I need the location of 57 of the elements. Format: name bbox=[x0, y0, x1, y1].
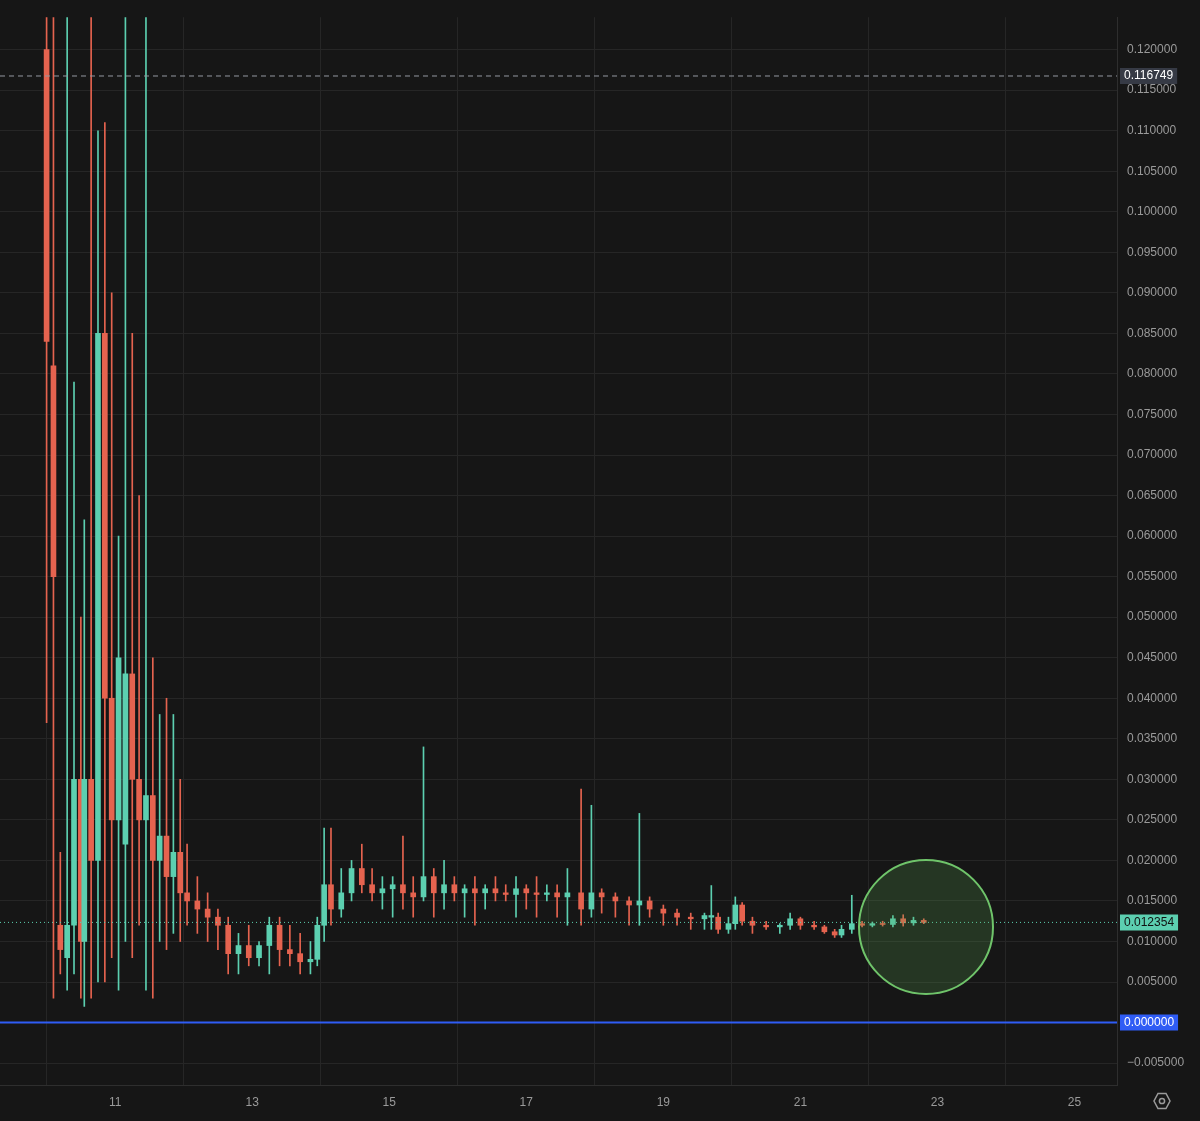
y-tick-label: 0.015000 bbox=[1127, 893, 1178, 908]
y-tick-label: 0.055000 bbox=[1127, 568, 1178, 583]
y-tick-label: 0.020000 bbox=[1127, 852, 1178, 867]
y-tick-label: 0.040000 bbox=[1127, 690, 1178, 705]
y-tick-label: 0.120000 bbox=[1127, 41, 1178, 56]
candlestick bbox=[472, 876, 478, 926]
x-tick-label: 19 bbox=[656, 1094, 671, 1109]
y-tick-label: 0.060000 bbox=[1127, 528, 1178, 543]
y-tick-label: 0.075000 bbox=[1127, 406, 1178, 421]
x-tick-label: 17 bbox=[519, 1094, 534, 1109]
candlestick bbox=[441, 860, 447, 910]
ref-line-label: 0.000000 bbox=[1124, 1014, 1175, 1029]
ref-line-label: 0.012354 bbox=[1124, 914, 1175, 929]
y-tick-label: 0.110000 bbox=[1127, 123, 1177, 138]
y-tick-label: 0.045000 bbox=[1127, 650, 1178, 665]
candlestick bbox=[177, 779, 184, 942]
y-tick-label: 0.010000 bbox=[1127, 933, 1178, 948]
y-tick-label: 0.070000 bbox=[1127, 447, 1178, 462]
x-tick-label: 13 bbox=[245, 1094, 260, 1109]
candlestick bbox=[687, 912, 694, 930]
y-tick-label: 0.065000 bbox=[1127, 487, 1178, 502]
y-tick-label: 0.035000 bbox=[1127, 731, 1178, 746]
y-tick-label: 0.050000 bbox=[1127, 609, 1178, 624]
x-tick-label: 15 bbox=[382, 1094, 397, 1109]
x-tick-label: 11 bbox=[108, 1094, 122, 1109]
y-tick-label: −0.005000 bbox=[1127, 1055, 1185, 1070]
x-tick-label: 25 bbox=[1067, 1094, 1082, 1109]
candlestick bbox=[502, 884, 509, 902]
y-tick-label: 0.115000 bbox=[1127, 82, 1177, 97]
y-tick-label: 0.005000 bbox=[1127, 974, 1178, 989]
y-tick-label: 0.105000 bbox=[1127, 163, 1178, 178]
candlestick bbox=[482, 884, 489, 910]
y-tick-label: 0.085000 bbox=[1127, 325, 1178, 340]
candlestick bbox=[184, 843, 190, 926]
candlestick bbox=[328, 827, 334, 926]
ref-line-label: 0.116749 bbox=[1124, 68, 1174, 83]
candlestick bbox=[400, 835, 406, 910]
candlestick bbox=[215, 908, 221, 950]
candlestick bbox=[149, 657, 156, 999]
candlestick bbox=[88, 17, 94, 999]
candlestick bbox=[57, 851, 64, 975]
candlestick bbox=[287, 924, 293, 967]
candlestick bbox=[544, 884, 550, 902]
y-tick-label: 0.025000 bbox=[1127, 812, 1178, 827]
candlestick bbox=[523, 884, 530, 910]
x-tick-label: 23 bbox=[930, 1094, 945, 1109]
y-tick-label: 0.100000 bbox=[1127, 204, 1178, 219]
x-tick-label: 21 bbox=[793, 1094, 808, 1109]
y-tick-label: 0.090000 bbox=[1127, 285, 1178, 300]
candlestick bbox=[811, 920, 817, 930]
candlestick bbox=[763, 920, 769, 930]
y-tick-label: 0.095000 bbox=[1127, 244, 1178, 259]
y-tick-label: 0.080000 bbox=[1127, 366, 1178, 381]
candlestick bbox=[297, 933, 303, 975]
candlestick bbox=[513, 876, 519, 918]
y-tick-label: 0.030000 bbox=[1127, 771, 1178, 786]
candlestick bbox=[578, 788, 584, 926]
